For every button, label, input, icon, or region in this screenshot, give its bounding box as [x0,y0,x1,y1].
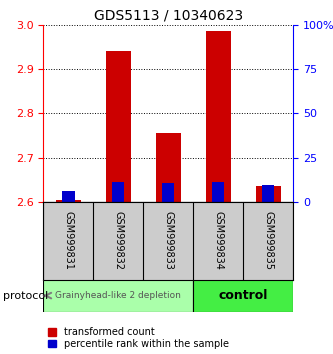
Text: GSM999832: GSM999832 [113,211,123,270]
Bar [256,186,281,202]
Text: protocol: protocol [3,291,49,301]
Bar [206,32,231,202]
Bar [43,280,193,312]
Text: GSM999834: GSM999834 [213,211,223,270]
Title: GDS5113 / 10340623: GDS5113 / 10340623 [94,8,243,22]
Bar [193,280,293,312]
Bar [262,185,274,202]
Legend: transformed count, percentile rank within the sample: transformed count, percentile rank withi… [48,327,229,349]
Text: GSM999833: GSM999833 [163,211,173,270]
Bar [162,183,174,202]
Text: GSM999835: GSM999835 [263,211,273,270]
Bar [112,182,125,202]
Text: GSM999831: GSM999831 [63,211,73,270]
Bar [106,51,131,202]
Bar [156,133,180,202]
Bar [212,182,224,202]
Bar [62,191,75,202]
Text: control: control [218,289,268,302]
Bar [56,200,81,202]
Text: Grainyhead-like 2 depletion: Grainyhead-like 2 depletion [55,291,181,300]
